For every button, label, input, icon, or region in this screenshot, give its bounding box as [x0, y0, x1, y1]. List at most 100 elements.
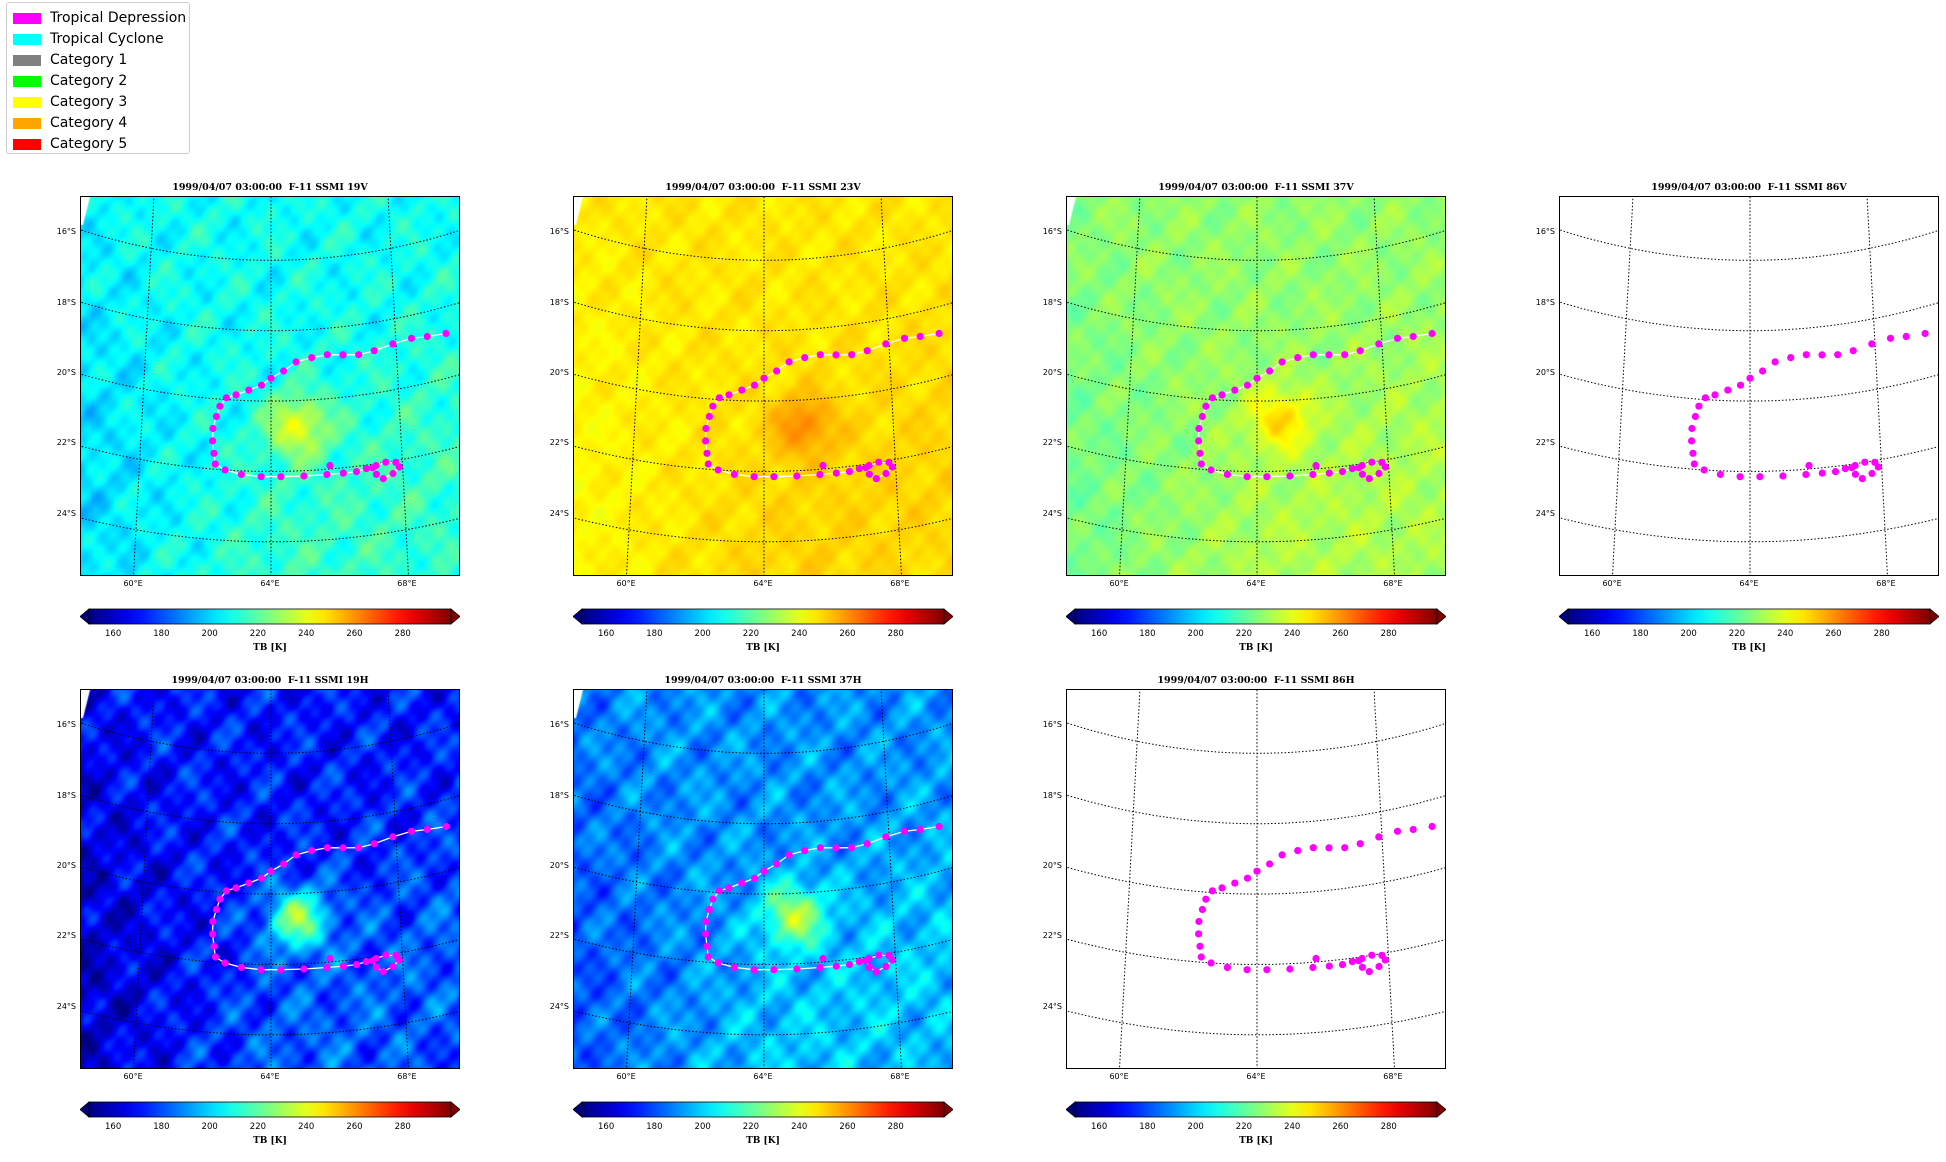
colorbar-tick-label: 180 [1632, 629, 1649, 639]
latitude-label: 24°S [549, 1001, 569, 1011]
longitude-label: 64°E [753, 579, 773, 588]
track-point [1355, 464, 1363, 472]
colorbar-tick-label: 220 [1728, 629, 1746, 639]
legend-label: Category 3 [50, 94, 128, 110]
colorbar-label: TB [K] [1732, 643, 1766, 653]
track-point [379, 968, 387, 976]
colorbar-tick-label: 200 [201, 1122, 218, 1132]
track-point [370, 840, 378, 848]
track-point [1294, 847, 1302, 855]
track-point [793, 472, 801, 480]
track-point [1309, 963, 1317, 972]
colorbar-tick-label: 220 [1235, 629, 1253, 639]
track-point [1243, 874, 1252, 882]
latitude-gridline [574, 794, 952, 825]
legend-swatch [13, 138, 41, 150]
track-point [1365, 475, 1373, 483]
track-point [292, 851, 300, 859]
colorbar-tick-label: 160 [598, 1122, 615, 1132]
track-point [1848, 464, 1856, 472]
track-point [1309, 470, 1317, 479]
track-point [423, 332, 431, 341]
track-point [1218, 391, 1226, 399]
track-point [730, 470, 738, 478]
colorbar-tick-label: 160 [1584, 629, 1601, 639]
latitude-label: 22°S [1042, 931, 1062, 941]
panel-title: 1999/04/07 03:00:00 F-11 SSMI 37H [664, 675, 862, 686]
track-point [1195, 930, 1203, 938]
track-point [702, 917, 710, 926]
track-point [738, 386, 746, 394]
colorbar-tick-label: 240 [791, 629, 808, 639]
track-point [1831, 468, 1840, 476]
latitude-gridline [1067, 1010, 1445, 1036]
colorbar-extend-low [79, 608, 90, 625]
track-point [1195, 424, 1203, 433]
latitude-label: 22°S [1042, 438, 1062, 448]
track-point [423, 825, 431, 834]
track-point [372, 963, 380, 971]
track-point [703, 449, 711, 457]
brightness-temperature-field [81, 690, 459, 1068]
track-point [257, 381, 266, 389]
track-point [1851, 470, 1859, 478]
track-point [702, 424, 710, 433]
track-point [1223, 963, 1231, 971]
track-point [875, 951, 883, 959]
track-point [900, 334, 909, 342]
track-point [257, 874, 266, 882]
map-plot-area [573, 689, 953, 1069]
brightness-temperature-field [81, 197, 459, 575]
track-point [209, 930, 217, 938]
track-point [1746, 374, 1754, 382]
track-point [1253, 374, 1261, 382]
track-point [212, 905, 220, 914]
track-point [760, 867, 768, 875]
track-point [750, 473, 758, 481]
track-point [848, 351, 856, 359]
track-point [1325, 469, 1333, 477]
track-point [352, 468, 361, 476]
latitude-label: 16°S [549, 720, 569, 730]
longitude-label: 68°E [890, 579, 910, 588]
track-point [888, 956, 896, 964]
track-point [1393, 827, 1402, 835]
colorbar-body [1074, 1101, 1438, 1118]
colorbar: 160 180 200 220 240 260 280 TB [K] [1065, 608, 1447, 660]
track-point [407, 827, 416, 835]
map-overlay [1560, 197, 1938, 575]
colorbar-tick-label: 260 [1332, 1122, 1349, 1132]
map-plot-area [1559, 196, 1939, 576]
track-point [277, 473, 285, 481]
track-point [1690, 460, 1698, 468]
track-point [1195, 917, 1203, 926]
track-point [326, 954, 334, 963]
longitude-label: 60°E [123, 579, 143, 588]
brightness-temperature-field [574, 197, 952, 575]
track-point [1688, 437, 1696, 445]
track-point [395, 463, 403, 471]
latitude-gridline [1067, 866, 1445, 895]
track-point [323, 351, 331, 359]
colorbar-gradient [1558, 608, 1940, 625]
longitude-gridline [387, 690, 409, 1068]
latitude-gridline [1560, 301, 1938, 332]
track-point [1428, 822, 1436, 831]
track-point [1309, 844, 1317, 852]
panel-title: 1999/04/07 03:00:00 F-11 SSMI 37V [1158, 182, 1354, 193]
legend-item: Category 1 [13, 50, 127, 70]
colorbar: 160 180 200 220 240 260 280 TB [K] [572, 1101, 954, 1153]
map-plot-area [80, 689, 460, 1069]
track-point [1266, 367, 1274, 375]
colorbar: 160 180 200 220 240 260 280 TB [K] [1065, 1101, 1447, 1153]
colorbar-tick-label: 280 [1380, 1122, 1397, 1132]
track-point [872, 968, 880, 976]
track-point [1841, 465, 1849, 473]
track-point [379, 475, 387, 483]
colorbar-extend-high [1436, 1101, 1447, 1118]
latitude-label: 22°S [549, 438, 569, 448]
track-point [1861, 458, 1869, 466]
track-point [1409, 332, 1417, 341]
latitude-label: 16°S [56, 720, 76, 730]
latitude-label: 22°S [56, 438, 76, 448]
